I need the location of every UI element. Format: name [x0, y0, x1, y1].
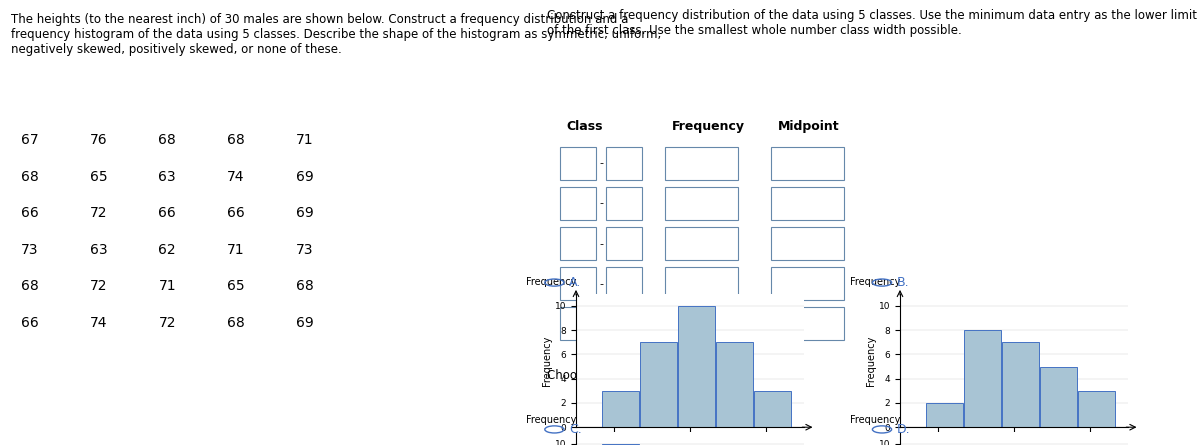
Bar	[1002, 342, 1039, 427]
Text: -: -	[599, 239, 604, 249]
FancyBboxPatch shape	[772, 147, 844, 180]
Text: 66: 66	[22, 316, 38, 330]
FancyBboxPatch shape	[665, 267, 738, 300]
Bar	[640, 342, 677, 427]
Text: Frequency: Frequency	[850, 277, 900, 287]
Text: -: -	[599, 319, 604, 329]
Text: 72: 72	[158, 316, 176, 330]
Text: Class: Class	[566, 120, 602, 133]
Text: 68: 68	[22, 279, 38, 293]
FancyBboxPatch shape	[665, 147, 738, 180]
Text: 68: 68	[22, 170, 38, 184]
Text: 65: 65	[90, 170, 107, 184]
FancyBboxPatch shape	[772, 187, 844, 220]
FancyBboxPatch shape	[559, 227, 596, 260]
Text: Frequency: Frequency	[672, 120, 745, 133]
FancyBboxPatch shape	[559, 187, 596, 220]
Bar	[754, 391, 791, 427]
Text: -: -	[599, 158, 604, 169]
Text: 71: 71	[158, 279, 176, 293]
Text: Choose the correct histogram below.: Choose the correct histogram below.	[547, 369, 763, 382]
Text: 67: 67	[22, 134, 38, 147]
FancyBboxPatch shape	[559, 267, 596, 300]
FancyBboxPatch shape	[559, 307, 596, 340]
FancyBboxPatch shape	[772, 267, 844, 300]
FancyBboxPatch shape	[665, 307, 738, 340]
Text: 63: 63	[158, 170, 176, 184]
Text: 68: 68	[295, 279, 313, 293]
FancyBboxPatch shape	[606, 187, 642, 220]
Bar	[601, 444, 640, 445]
Text: 66: 66	[22, 206, 38, 220]
Text: 65: 65	[227, 279, 245, 293]
Text: 71: 71	[227, 243, 245, 257]
Text: Midpoint: Midpoint	[778, 120, 839, 133]
Text: 72: 72	[90, 206, 107, 220]
Text: 68: 68	[227, 316, 245, 330]
Text: 74: 74	[90, 316, 107, 330]
Text: D.: D.	[896, 423, 910, 436]
FancyBboxPatch shape	[772, 307, 844, 340]
FancyBboxPatch shape	[665, 227, 738, 260]
Text: -: -	[599, 279, 604, 289]
Text: 66: 66	[227, 206, 245, 220]
Text: 69: 69	[295, 170, 313, 184]
Text: 76: 76	[90, 134, 107, 147]
Bar	[678, 306, 715, 427]
Bar	[1078, 391, 1115, 427]
Y-axis label: Frequency: Frequency	[542, 335, 552, 386]
FancyBboxPatch shape	[665, 187, 738, 220]
Text: C.: C.	[569, 423, 582, 436]
FancyBboxPatch shape	[606, 267, 642, 300]
FancyBboxPatch shape	[606, 147, 642, 180]
Text: 69: 69	[295, 206, 313, 220]
Text: 62: 62	[158, 243, 176, 257]
Text: Frequency: Frequency	[850, 415, 900, 425]
FancyBboxPatch shape	[606, 227, 642, 260]
Text: 71: 71	[295, 134, 313, 147]
Text: 72: 72	[90, 279, 107, 293]
Text: 73: 73	[22, 243, 38, 257]
Text: 63: 63	[90, 243, 107, 257]
Text: -: -	[599, 198, 604, 209]
Text: Construct a frequency distribution of the data using 5 classes. Use the minimum : Construct a frequency distribution of th…	[547, 9, 1196, 37]
Text: 68: 68	[158, 134, 176, 147]
Bar	[601, 391, 640, 427]
Y-axis label: Frequency: Frequency	[866, 335, 876, 386]
Bar	[925, 403, 964, 427]
FancyBboxPatch shape	[606, 307, 642, 340]
Text: Frequency: Frequency	[526, 415, 576, 425]
Bar	[964, 330, 1001, 427]
Text: 74: 74	[227, 170, 245, 184]
Text: 73: 73	[295, 243, 313, 257]
Text: 66: 66	[158, 206, 176, 220]
Text: A.: A.	[569, 276, 581, 289]
Text: 68: 68	[227, 134, 245, 147]
FancyBboxPatch shape	[772, 227, 844, 260]
Bar	[715, 342, 754, 427]
Text: 69: 69	[295, 316, 313, 330]
Text: Frequency: Frequency	[526, 277, 576, 287]
FancyBboxPatch shape	[559, 147, 596, 180]
Text: The heights (to the nearest inch) of 30 males are shown below. Construct a frequ: The heights (to the nearest inch) of 30 …	[11, 13, 661, 57]
Bar	[1039, 367, 1078, 427]
Text: B.: B.	[896, 276, 910, 289]
